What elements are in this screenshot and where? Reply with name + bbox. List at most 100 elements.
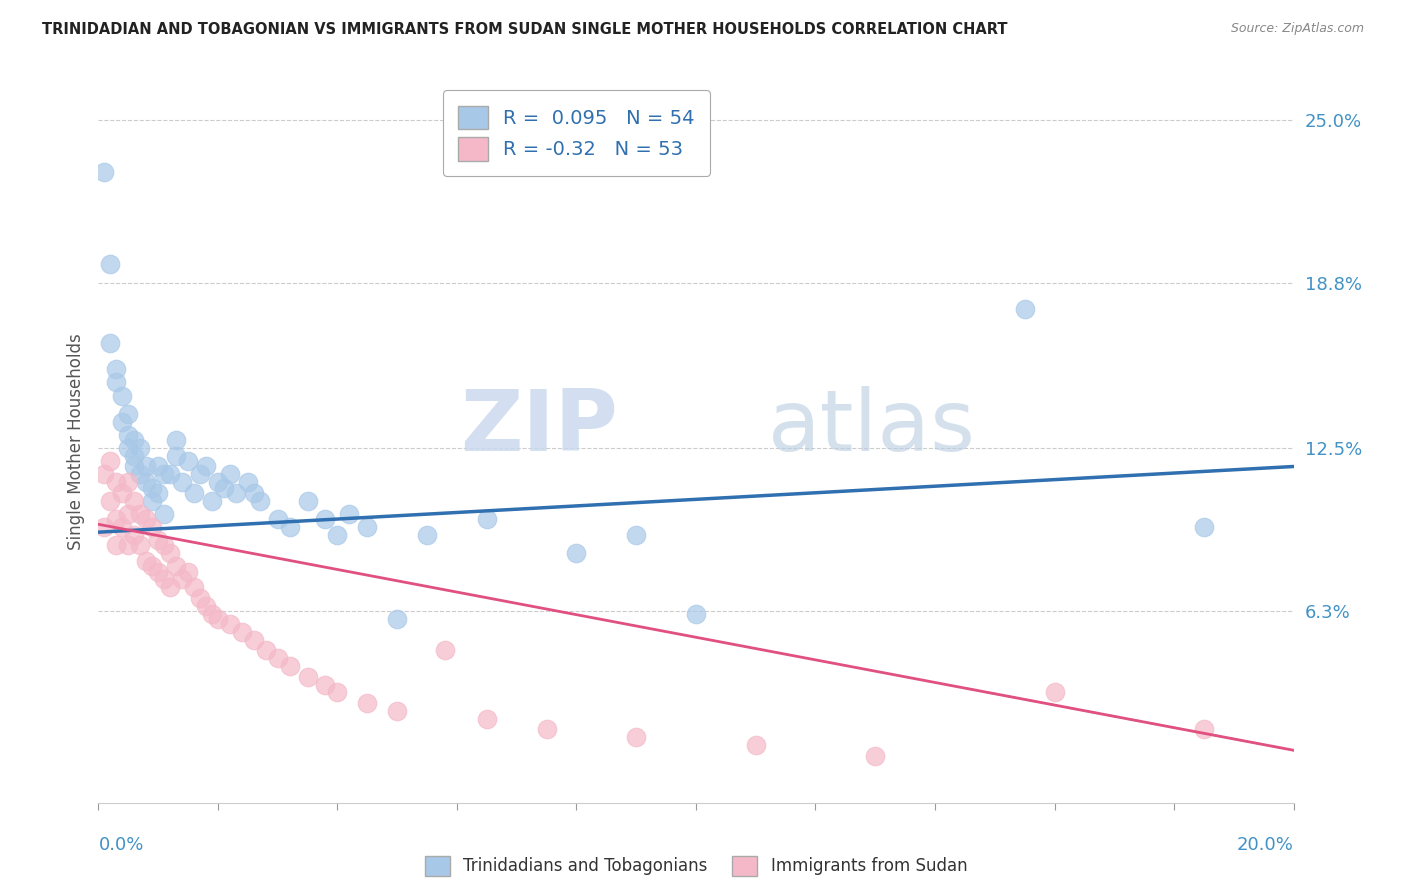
Point xyxy=(356,520,378,534)
Point xyxy=(93,165,115,179)
Point xyxy=(201,493,224,508)
Point xyxy=(626,528,648,542)
Point xyxy=(129,507,152,521)
Point xyxy=(297,493,319,508)
Point xyxy=(385,704,409,718)
Point xyxy=(141,481,163,495)
Point xyxy=(188,591,211,605)
Point xyxy=(98,493,122,508)
Point xyxy=(188,467,211,482)
Point xyxy=(135,554,157,568)
Text: ZIP: ZIP xyxy=(461,385,619,468)
Point xyxy=(117,538,139,552)
Point xyxy=(315,512,337,526)
Point xyxy=(243,632,266,647)
Point xyxy=(249,493,271,508)
Point xyxy=(243,485,266,500)
Point xyxy=(148,485,170,500)
Point xyxy=(93,520,115,534)
Point xyxy=(141,559,163,574)
Point xyxy=(124,528,146,542)
Text: 20.0%: 20.0% xyxy=(1237,836,1294,855)
Point xyxy=(254,643,277,657)
Text: atlas: atlas xyxy=(768,385,976,468)
Point xyxy=(475,712,498,726)
Text: 0.0%: 0.0% xyxy=(98,836,143,855)
Point xyxy=(536,723,558,737)
Point xyxy=(267,651,290,665)
Point xyxy=(105,475,128,490)
Point xyxy=(153,573,176,587)
Point xyxy=(207,475,229,490)
Point xyxy=(165,434,187,448)
Point xyxy=(212,481,235,495)
Point xyxy=(326,685,349,699)
Point xyxy=(207,612,229,626)
Point xyxy=(148,565,170,579)
Point xyxy=(124,449,146,463)
Point xyxy=(159,546,181,560)
Point xyxy=(153,538,176,552)
Point xyxy=(148,459,170,474)
Point xyxy=(201,607,224,621)
Text: Source: ZipAtlas.com: Source: ZipAtlas.com xyxy=(1230,22,1364,36)
Point xyxy=(135,512,157,526)
Point xyxy=(434,643,457,657)
Point xyxy=(105,512,128,526)
Point xyxy=(416,528,439,542)
Point xyxy=(111,415,134,429)
Point xyxy=(148,533,170,547)
Point xyxy=(177,565,200,579)
Point xyxy=(865,748,887,763)
Point xyxy=(98,257,122,271)
Point xyxy=(111,485,134,500)
Point xyxy=(356,696,378,710)
Point xyxy=(177,454,200,468)
Point xyxy=(105,538,128,552)
Point xyxy=(195,459,218,474)
Point xyxy=(105,376,128,390)
Point xyxy=(117,407,139,421)
Point xyxy=(159,467,181,482)
Point xyxy=(172,475,194,490)
Point xyxy=(172,573,194,587)
Point xyxy=(129,467,152,482)
Point xyxy=(124,434,146,448)
Point xyxy=(1192,723,1215,737)
Point xyxy=(231,625,253,640)
Point xyxy=(124,493,146,508)
Point xyxy=(475,512,498,526)
Point xyxy=(225,485,247,500)
Point xyxy=(129,441,152,455)
Point xyxy=(1192,520,1215,534)
Point xyxy=(153,467,176,482)
Point xyxy=(93,467,115,482)
Point xyxy=(626,730,648,744)
Point xyxy=(278,659,301,673)
Point xyxy=(745,738,768,752)
Point xyxy=(267,512,290,526)
Point xyxy=(105,362,128,376)
Point xyxy=(117,441,139,455)
Point xyxy=(315,677,337,691)
Point xyxy=(141,520,163,534)
Point xyxy=(236,475,259,490)
Point xyxy=(111,388,134,402)
Point xyxy=(195,599,218,613)
Point xyxy=(219,617,242,632)
Point xyxy=(165,559,187,574)
Point xyxy=(339,507,361,521)
Point xyxy=(297,670,319,684)
Point xyxy=(153,507,176,521)
Point xyxy=(326,528,349,542)
Point xyxy=(565,546,588,560)
Point xyxy=(129,538,152,552)
Point xyxy=(135,475,157,490)
Point xyxy=(159,580,181,594)
Point xyxy=(385,612,409,626)
Point xyxy=(135,459,157,474)
Text: TRINIDADIAN AND TOBAGONIAN VS IMMIGRANTS FROM SUDAN SINGLE MOTHER HOUSEHOLDS COR: TRINIDADIAN AND TOBAGONIAN VS IMMIGRANTS… xyxy=(42,22,1008,37)
Point xyxy=(98,454,122,468)
Point xyxy=(1014,301,1036,316)
Point xyxy=(1043,685,1066,699)
